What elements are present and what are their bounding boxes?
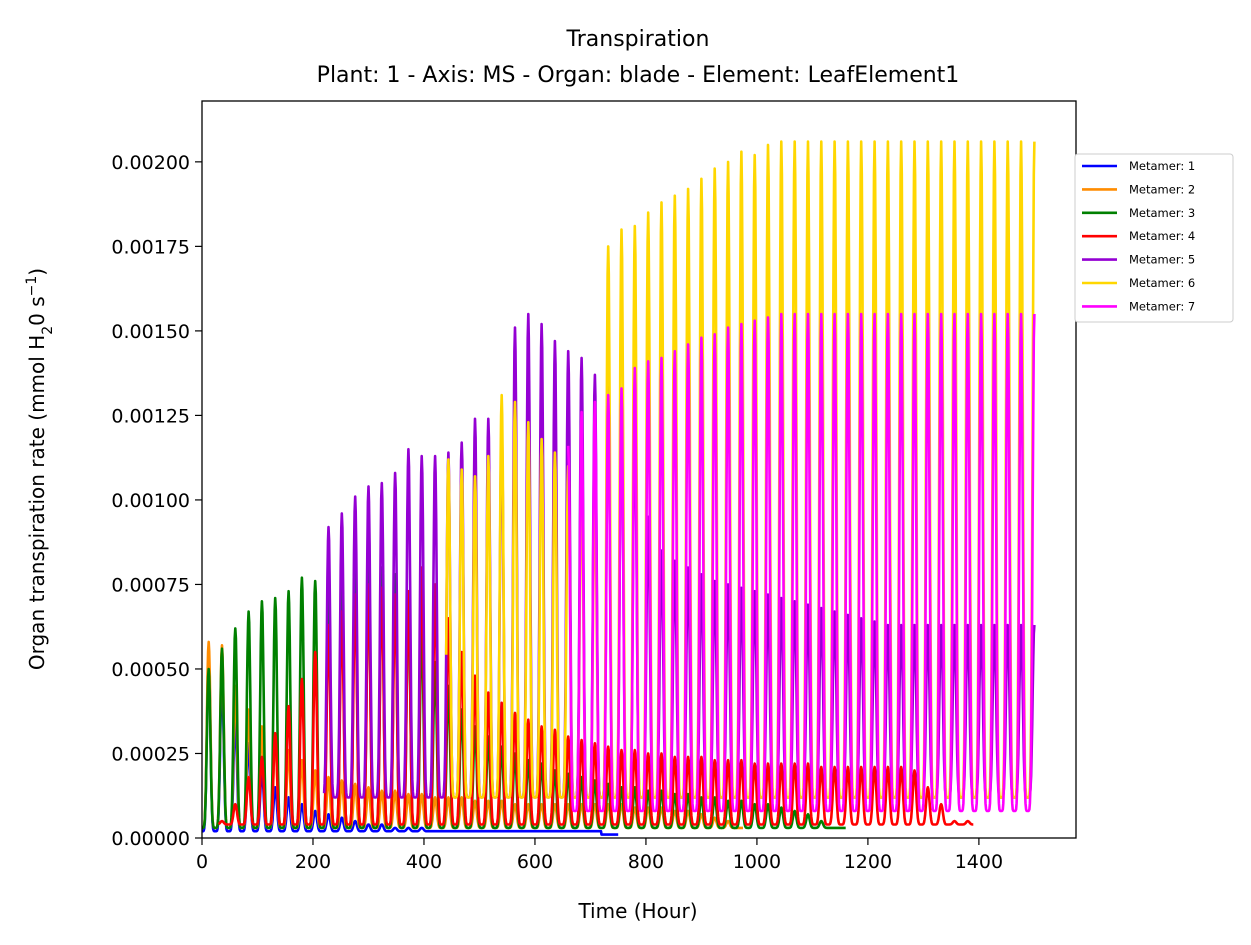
x-tick-label: 200 (295, 851, 331, 873)
legend-label: Metamer: 7 (1129, 299, 1195, 313)
y-tick-label: 0.00175 (111, 236, 190, 258)
legend-box (1074, 153, 1234, 323)
y-tick-label: 0.00050 (111, 659, 190, 681)
y-axis-label: Organ transpiration rate (mmol H20 s−1) (24, 268, 56, 670)
series-layer (202, 140, 1036, 836)
y-axis-label-suffix: ) (25, 268, 49, 276)
x-tick-label: 400 (406, 851, 442, 873)
x-tick-label: 1000 (733, 851, 781, 873)
y-tick-label: 0.00025 (111, 743, 190, 765)
y-axis-label-sub: 2 (40, 326, 56, 335)
x-axis-label: Time (Hour) (577, 899, 697, 923)
x-tick-label: 1200 (844, 851, 892, 873)
legend-label: Metamer: 4 (1129, 229, 1195, 243)
legend-label: Metamer: 6 (1129, 276, 1195, 290)
y-axis: 0.00000 0.00025 0.00050 0.00075 0.00100 0.001… (111, 152, 202, 850)
legend: Metamer: 1 Metamer: 2 Metamer: 3 Metamer: 4… (1074, 153, 1234, 323)
legend-label: Metamer: 1 (1129, 159, 1195, 173)
y-tick-label: 0.00000 (111, 828, 190, 850)
legend-label: Metamer: 3 (1129, 206, 1195, 220)
x-tick-label: 600 (517, 851, 553, 873)
y-axis-label-mid: 0 s (25, 296, 49, 326)
series-line-metamer-7 (566, 312, 1036, 813)
x-tick-label: 0 (196, 851, 208, 873)
series-line-metamer-1 (202, 657, 619, 836)
y-axis-label-prefix: Organ transpiration rate (mmol H (25, 335, 49, 670)
y-tick-label: 0.00125 (111, 405, 190, 427)
x-axis: 0 200 400 600 800 1000 1200 1400 (196, 838, 1003, 873)
y-tick-label: 0.00150 (111, 321, 190, 343)
y-tick-label: 0.00100 (111, 490, 190, 512)
chart-subtitle: Plant: 1 - Axis: MS - Organ: blade - Ele… (317, 63, 960, 88)
y-axis-label-sup: −1 (24, 276, 40, 297)
x-tick-label: 800 (628, 851, 664, 873)
y-tick-label: 0.00200 (111, 152, 190, 174)
y-tick-label: 0.00075 (111, 574, 190, 596)
x-tick-label: 1400 (955, 851, 1003, 873)
legend-label: Metamer: 5 (1129, 253, 1195, 267)
plot-frame (201, 100, 1077, 839)
chart-title: Transpiration (566, 27, 710, 52)
legend-label: Metamer: 2 (1129, 182, 1195, 196)
